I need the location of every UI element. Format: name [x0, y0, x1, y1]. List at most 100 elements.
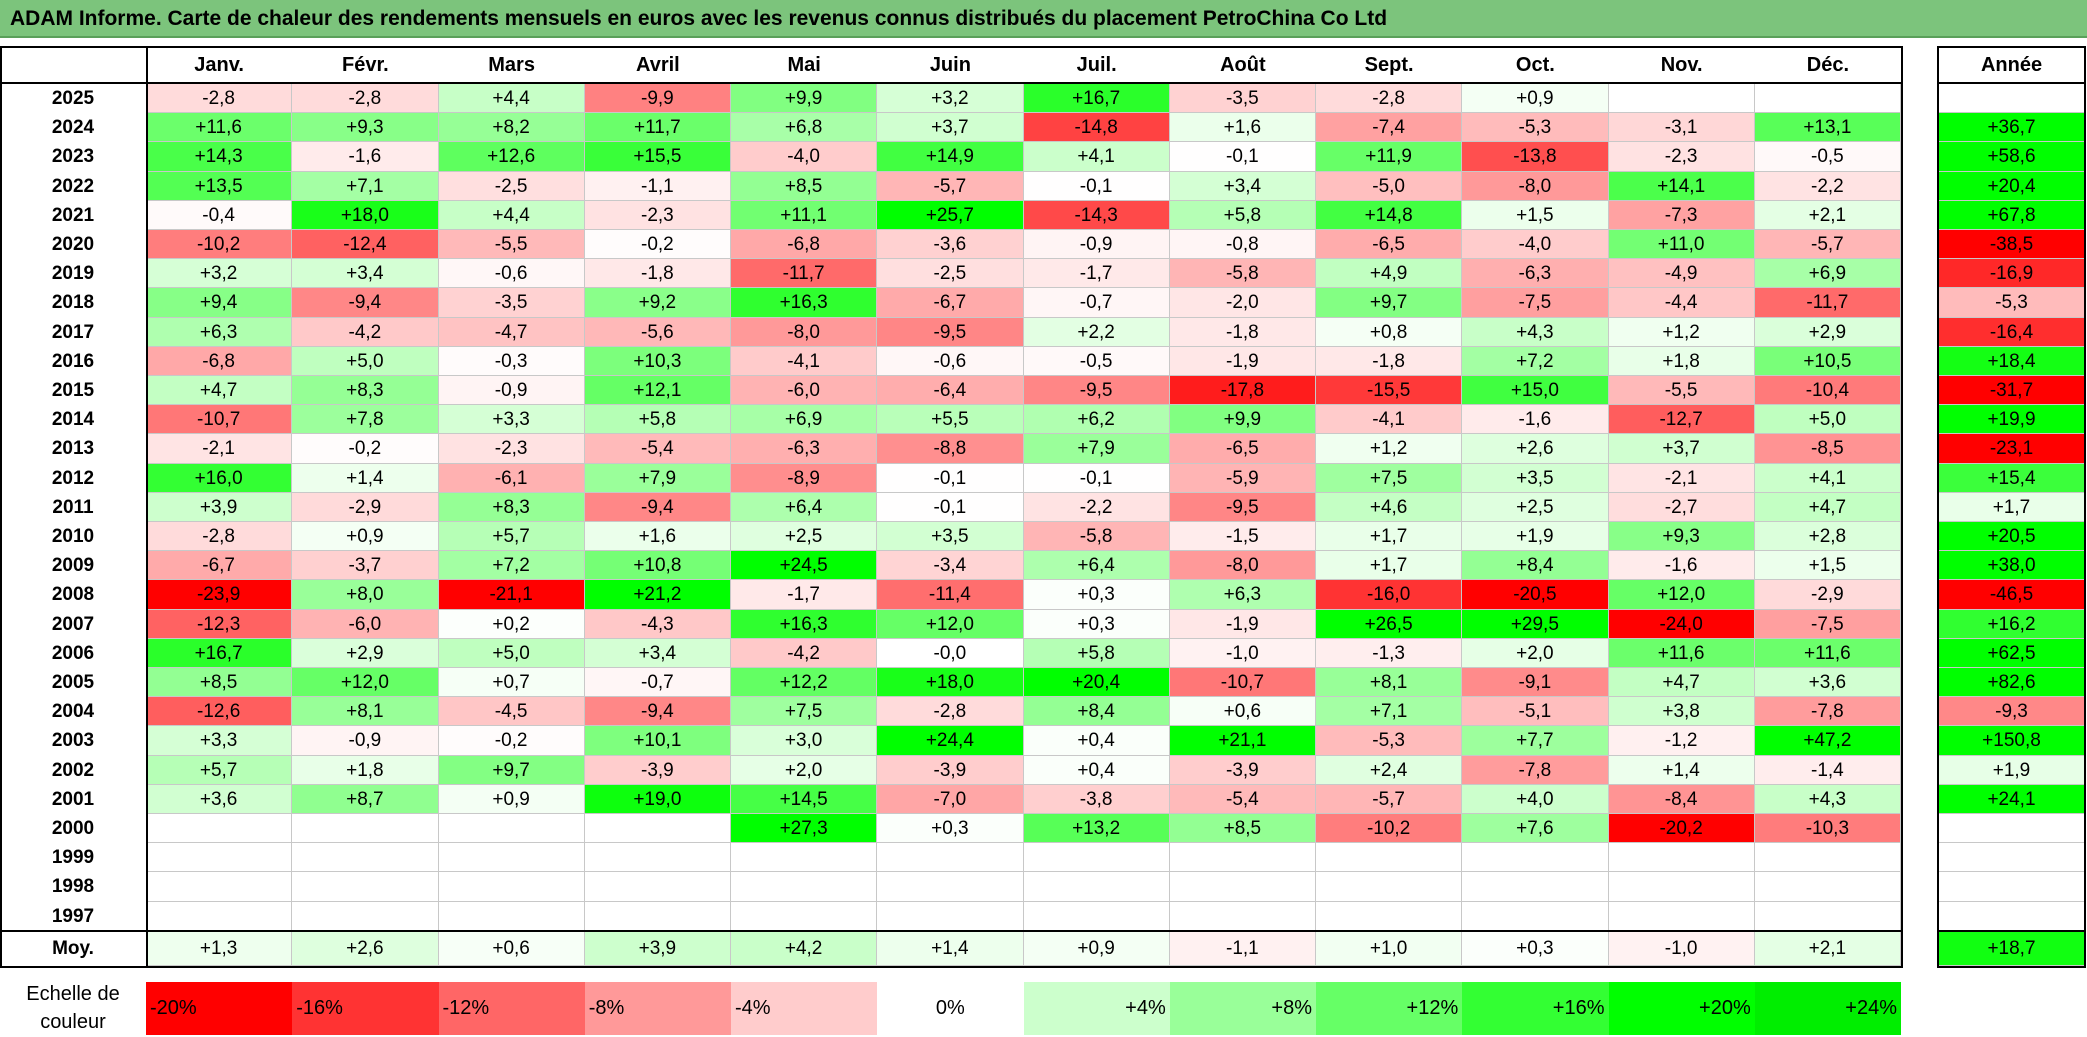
heatmap-cell: -9,4 — [292, 288, 439, 318]
heatmap-cell: -1,0 — [1169, 638, 1316, 668]
heatmap-cell: +0,4 — [1023, 726, 1170, 756]
heatmap-cell: +11,6 — [1754, 638, 1901, 668]
year-total-cell: +67,8 — [1939, 200, 2084, 230]
heatmap-cell: +8,5 — [731, 171, 878, 201]
heatmap-cell: -1,9 — [1169, 346, 1316, 376]
color-scale-cell: +16% — [1462, 982, 1609, 1035]
year-label: 2002 — [51, 759, 95, 781]
heatmap-cell: +18,0 — [292, 200, 439, 230]
month-header: Juin — [929, 54, 971, 76]
heatmap-cell: -3,7 — [292, 551, 439, 581]
heatmap-cell: +25,7 — [877, 200, 1024, 230]
heatmap-cell: -6,5 — [1169, 434, 1316, 464]
year-total-cell: -9,3 — [1939, 697, 2084, 727]
heatmap-cell: -5,5 — [1608, 376, 1755, 406]
heatmap-cell: +4,4 — [438, 200, 585, 230]
year-label: 2010 — [51, 526, 95, 547]
heatmap-cell: -4,4 — [1608, 288, 1755, 318]
year-total-cell: +150,8 — [1939, 726, 2084, 756]
heatmap-cell: +29,5 — [1462, 609, 1609, 639]
heatmap-cell: +7,9 — [584, 463, 731, 493]
month-header: Févr. — [342, 54, 389, 76]
heatmap-cell: -0,4 — [146, 200, 293, 230]
heatmap-cell: -8,0 — [1462, 171, 1609, 201]
heatmap-cell: +9,3 — [292, 113, 439, 143]
heatmap-cell: +3,3 — [146, 726, 293, 756]
heatmap-cell: -16,0 — [1316, 580, 1463, 610]
heatmap-cell: -3,9 — [1169, 755, 1316, 785]
heatmap-cell: -0,6 — [877, 346, 1024, 376]
heatmap-cell: +0,3 — [1023, 580, 1170, 610]
heatmap-cell: +0,7 — [438, 668, 585, 698]
heatmap-cell: -6,3 — [731, 434, 878, 464]
heatmap-cell — [292, 843, 439, 873]
heatmap-cell: +0,3 — [1023, 609, 1170, 639]
heatmap-cell: +8,1 — [1316, 668, 1463, 698]
heatmap-cell: +1,5 — [1754, 551, 1901, 581]
heatmap-cell: -5,4 — [1169, 784, 1316, 814]
heatmap-cell: +9,7 — [438, 755, 585, 785]
heatmap-cell: +11,7 — [584, 113, 731, 143]
heatmap-cell — [1608, 84, 1755, 114]
chart-title: ADAM Informe. Carte de chaleur des rende… — [10, 7, 1388, 30]
heatmap-cell: +26,5 — [1316, 609, 1463, 639]
heatmap-cell: +1,4 — [292, 463, 439, 493]
heatmap-cell: +21,1 — [1169, 726, 1316, 756]
heatmap-cell: +4,6 — [1316, 492, 1463, 522]
heatmap-cell: -2,3 — [584, 200, 731, 230]
heatmap-cell: +0,9 — [292, 522, 439, 552]
year-label: 1997 — [51, 905, 95, 927]
heatmap-cell: +2,5 — [1462, 492, 1609, 522]
heatmap-cell: -5,7 — [877, 171, 1024, 201]
heatmap-cell — [877, 843, 1024, 873]
heatmap-cell: +6,3 — [1169, 580, 1316, 610]
heatmap-cell: +5,7 — [146, 755, 293, 785]
heatmap-cell — [1169, 901, 1316, 931]
heatmap-cell — [1754, 872, 1901, 902]
heatmap-cell — [1608, 872, 1755, 902]
year-label: 2008 — [51, 584, 95, 606]
heatmap-cell: +7,2 — [1462, 346, 1609, 376]
year-label: 2023 — [51, 146, 95, 168]
heatmap-cell — [731, 901, 878, 931]
color-scale-cell: +20% — [1608, 982, 1755, 1035]
month-header: Mars — [488, 54, 535, 76]
heatmap-cell: +11,6 — [1608, 638, 1755, 668]
heatmap-cell — [1608, 901, 1755, 931]
year-total-cell: -46,5 — [1939, 580, 2084, 610]
heatmap-cell: -9,4 — [584, 697, 731, 727]
heatmap-cell: +9,9 — [731, 84, 878, 114]
heatmap-cell: +4,0 — [1462, 784, 1609, 814]
heatmap-cell: -9,4 — [584, 492, 731, 522]
heatmap-cell: -3,9 — [877, 755, 1024, 785]
heatmap-cell: +12,2 — [731, 668, 878, 698]
heatmap-cell: -2,3 — [438, 434, 585, 464]
color-scale-cell: 0% — [877, 982, 1024, 1035]
heatmap-cell: -6,5 — [1316, 230, 1463, 260]
heatmap-cell: +2,9 — [1754, 317, 1901, 347]
heatmap-cell: +11,6 — [146, 113, 293, 143]
heatmap-cell — [146, 872, 293, 902]
heatmap-cell: +8,1 — [292, 697, 439, 727]
heatmap-cell: +13,5 — [146, 171, 293, 201]
year-total-cell — [1939, 843, 2084, 873]
heatmap-cell: +4,7 — [1608, 668, 1755, 698]
heatmap-cell: -0,9 — [292, 726, 439, 756]
heatmap-cell: +15,0 — [1462, 376, 1609, 406]
heatmap-cell: -2,5 — [438, 171, 585, 201]
heatmap-cell: +4,3 — [1462, 317, 1609, 347]
heatmap-cell: +8,0 — [292, 580, 439, 610]
heatmap-cell: -6,7 — [877, 288, 1024, 318]
heatmap-cell: +3,4 — [1169, 171, 1316, 201]
heatmap-cell: +3,0 — [731, 726, 878, 756]
heatmap-cell: -5,0 — [1316, 171, 1463, 201]
heatmap-cell: -4,2 — [731, 638, 878, 668]
heatmap-cell — [146, 901, 293, 931]
heatmap-cell: -3,8 — [1023, 784, 1170, 814]
year-label: 1999 — [51, 847, 95, 869]
heatmap-cell: +3,6 — [1754, 668, 1901, 698]
year-label: 2004 — [51, 701, 95, 723]
title-bar: ADAM Informe. Carte de chaleur des rende… — [0, 0, 2087, 38]
year-label: 2025 — [51, 88, 95, 109]
heatmap-cell: -7,3 — [1608, 200, 1755, 230]
